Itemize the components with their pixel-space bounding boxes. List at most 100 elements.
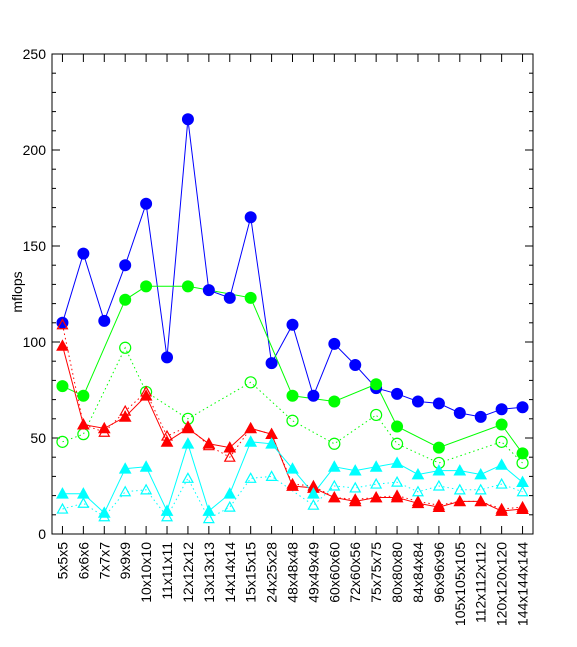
- y-tick-label: 250: [23, 46, 47, 62]
- data-point: [56, 339, 69, 351]
- data-point: [139, 389, 153, 401]
- data-point: [77, 497, 90, 508]
- data-point: [56, 318, 69, 330]
- data-point: [160, 435, 174, 447]
- data-point: [327, 460, 341, 472]
- data-point: [516, 401, 529, 414]
- data-point: [265, 470, 278, 481]
- data-point: [119, 259, 132, 272]
- data-point: [244, 376, 257, 389]
- data-point: [286, 462, 299, 474]
- data-point: [181, 472, 194, 483]
- x-tick-label: 12x12x12: [180, 542, 196, 603]
- data-point: [244, 472, 257, 483]
- x-tick-label: 5x5x5: [54, 542, 70, 580]
- x-tick-label: 75x75x75: [368, 542, 384, 603]
- data-point: [391, 420, 404, 433]
- data-point: [244, 435, 258, 447]
- data-point: [432, 498, 445, 510]
- x-tick-label: 120x120x120: [494, 542, 510, 626]
- data-point: [495, 435, 508, 448]
- data-point: [223, 500, 236, 512]
- x-tick-label: 84x84x84: [410, 542, 426, 603]
- data-point: [118, 462, 132, 474]
- data-point: [474, 410, 487, 423]
- x-tick-label: 10x10x10: [138, 542, 154, 603]
- data-point: [77, 487, 90, 499]
- data-point: [474, 483, 487, 495]
- data-point: [516, 475, 529, 488]
- data-point: [495, 418, 508, 431]
- y-tick-label: 100: [23, 334, 47, 350]
- data-point: [119, 485, 132, 497]
- data-point: [265, 437, 278, 449]
- data-point: [161, 510, 174, 522]
- data-point: [516, 500, 529, 512]
- data-point: [202, 439, 215, 451]
- data-point: [139, 460, 153, 472]
- data-point: [77, 418, 90, 430]
- data-point: [140, 483, 153, 495]
- y-axis-title: mflops: [9, 271, 25, 312]
- x-tick-label: 96x96x96: [431, 542, 447, 603]
- data-point: [390, 456, 404, 468]
- data-point: [223, 450, 236, 462]
- data-point: [495, 458, 508, 470]
- data-point: [119, 341, 132, 354]
- data-point: [453, 464, 467, 476]
- x-tick-label: 60x60x60: [326, 542, 342, 603]
- data-point: [453, 495, 466, 506]
- x-tick-label: 15x15x15: [243, 542, 259, 603]
- data-point: [411, 485, 424, 497]
- data-point: [370, 477, 383, 489]
- data-point: [119, 404, 132, 416]
- data-point: [328, 395, 341, 408]
- data-point: [161, 429, 174, 441]
- series-line-2: [62, 346, 523, 464]
- data-point: [286, 477, 299, 489]
- data-point: [56, 380, 69, 393]
- data-point: [391, 489, 404, 501]
- data-point: [307, 498, 320, 510]
- x-tick-label: 24x25x28: [264, 542, 280, 603]
- data-point: [160, 504, 174, 516]
- data-point: [265, 357, 278, 370]
- x-tick-label: 9x9x9: [117, 542, 133, 580]
- x-tick-label: 49x49x49: [305, 542, 321, 603]
- x-tick-label: 144x144x144: [515, 542, 531, 626]
- data-point: [286, 318, 299, 331]
- data-point: [411, 395, 424, 408]
- data-point: [244, 291, 257, 304]
- data-point: [118, 410, 132, 422]
- data-point: [328, 337, 341, 350]
- data-point: [244, 211, 257, 224]
- data-point: [202, 504, 216, 516]
- data-point: [119, 293, 132, 306]
- data-point: [286, 389, 299, 402]
- y-tick-label: 50: [30, 430, 46, 446]
- tick-labels-layer: 0 50 100 150 200 250 5x5x5 6x6x6 7x7x7 9x9x9 10x10…: [23, 46, 531, 626]
- data-point: [495, 477, 508, 489]
- y-tick-label: 150: [23, 238, 47, 254]
- data-point: [349, 481, 362, 493]
- data-point: [181, 113, 194, 126]
- x-tick-label: 6x6x6: [75, 542, 91, 580]
- data-point: [307, 389, 320, 402]
- series-line-0: [62, 119, 523, 418]
- data-point: [411, 495, 424, 506]
- x-tick-label: 112x112x112: [473, 542, 489, 623]
- data-point: [516, 485, 529, 497]
- data-point: [411, 467, 425, 480]
- data-point: [495, 502, 508, 514]
- data-point: [181, 437, 195, 449]
- data-point: [391, 475, 404, 487]
- data-point: [328, 479, 341, 491]
- data-point: [223, 291, 236, 304]
- data-point: [77, 389, 90, 402]
- data-point: [244, 422, 257, 433]
- x-tick-label: 11x11x11: [159, 542, 175, 600]
- data-point: [223, 487, 237, 499]
- data-point: [56, 502, 69, 514]
